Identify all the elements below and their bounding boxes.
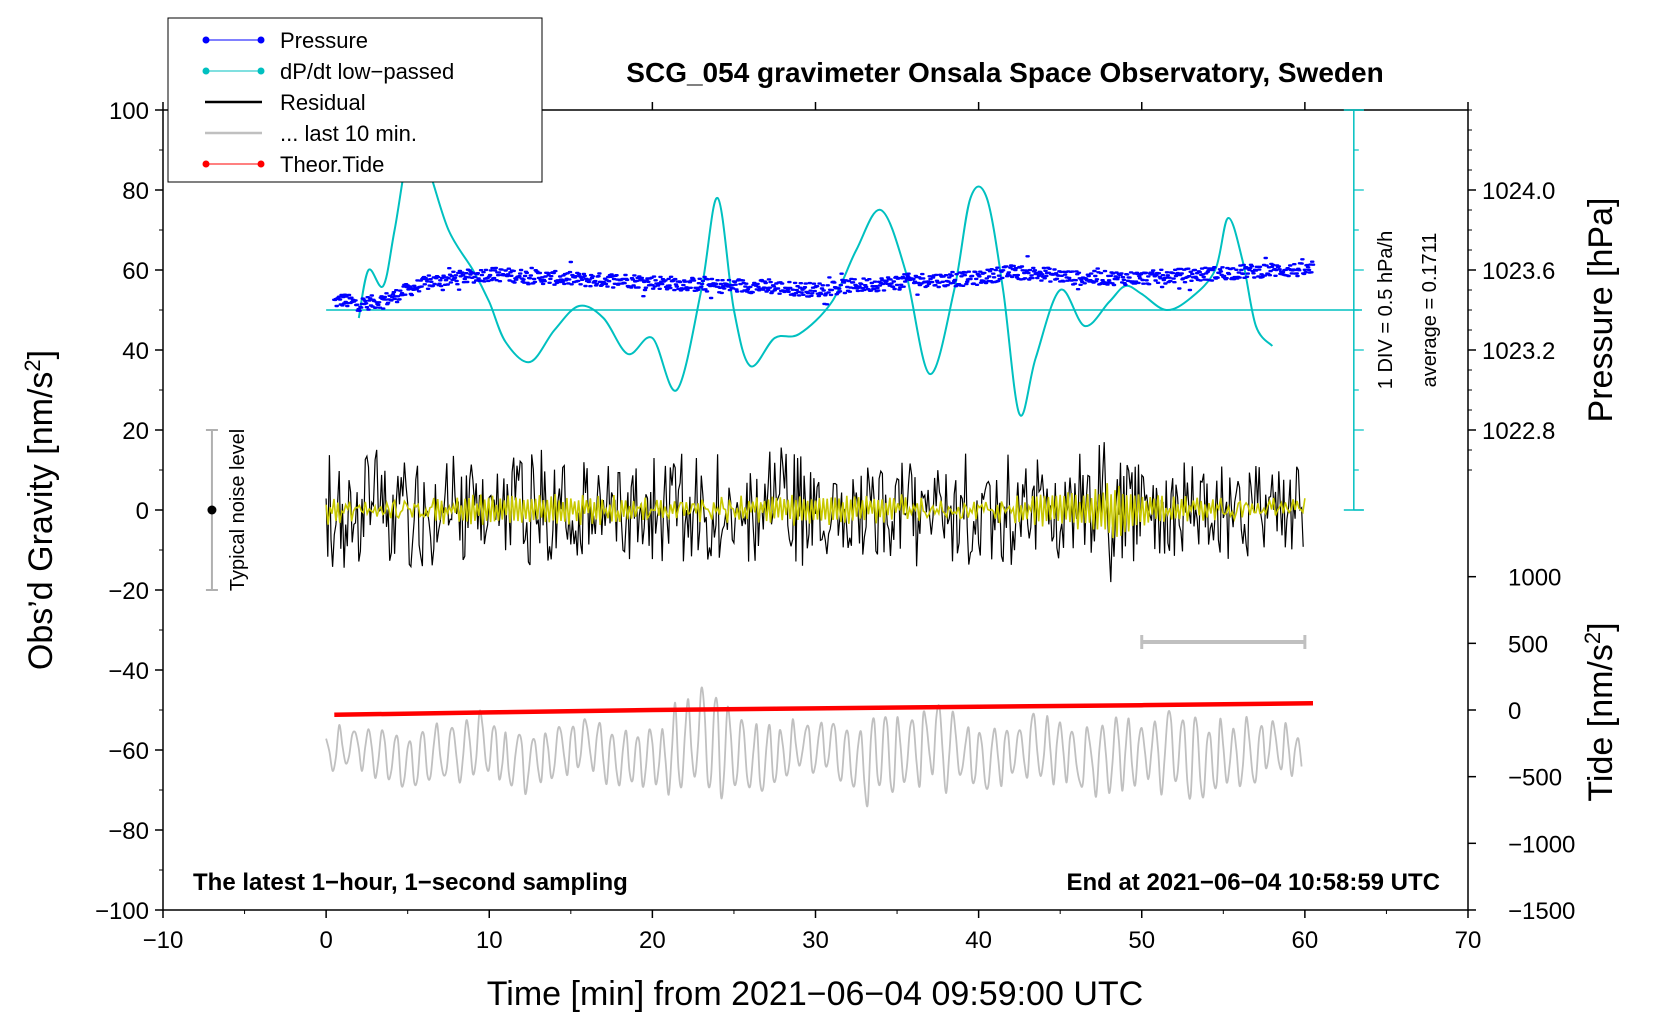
tide-title-end: ] — [1582, 622, 1620, 631]
legend-marker — [257, 67, 265, 75]
svg-text:Obs’d Gravity [nm/s2]: Obs’d Gravity [nm/s2] — [20, 350, 61, 670]
legend-items: Pressure dP/dt low−passed Residual ... last… — [202, 28, 454, 177]
noise-center-dot — [207, 505, 217, 515]
tide-layer — [334, 700, 1314, 718]
svg-text:1 DIV = 0.5 hPa/h: 1 DIV = 0.5 hPa/h — [1375, 231, 1397, 389]
legend-label: Residual — [280, 90, 366, 115]
svg-text:Typical noise level: Typical noise level — [227, 429, 249, 591]
div-label: 1 DIV = 0.5 hPa/h — [1375, 231, 1397, 389]
y-axis-tide: −1500 −1000 −500 0 500 1000 — [1468, 565, 1575, 925]
chart-title: SCG_054 gravimeter Onsala Space Observat… — [626, 57, 1383, 88]
legend-marker — [257, 160, 265, 168]
tide-title-main: Tide [nm/s — [1582, 644, 1620, 801]
end-time-note: End at 2021−06−04 10:58:59 UTC — [1066, 869, 1440, 896]
svg-text:Tide [nm/s2]: Tide [nm/s2] — [1580, 622, 1621, 801]
legend-label: ... last 10 min. — [280, 121, 417, 146]
x-tick-label: 30 — [802, 927, 829, 954]
y-left-title-main: Obs’d Gravity [nm/s — [22, 372, 60, 671]
legend-marker — [202, 160, 210, 168]
y-tick-label: 100 — [109, 98, 149, 125]
x-tick-label: 10 — [476, 927, 503, 954]
y-tick-label: −60 — [108, 738, 149, 765]
legend-label: Pressure — [280, 28, 368, 53]
legend-marker — [202, 36, 210, 44]
residual-lowpass-line — [325, 483, 1306, 539]
y-tick-label: 20 — [122, 418, 149, 445]
y-tick-label: 0 — [136, 498, 149, 525]
x-tick-label: 0 — [319, 927, 332, 954]
legend: Pressure dP/dt low−passed Residual ... last… — [167, 17, 543, 183]
y-tick-label: 40 — [122, 338, 149, 365]
legend-label: dP/dt low−passed — [280, 59, 454, 84]
legend-marker — [202, 67, 210, 75]
pressure-tick-label: 1023.6 — [1482, 258, 1555, 285]
y-tick-label: 80 — [122, 178, 149, 205]
y-left-title-sup: 2 — [20, 359, 45, 371]
pressure-layer — [332, 255, 1316, 312]
average-label: average = 0.1711 — [1419, 233, 1441, 388]
last10-layer — [325, 686, 1303, 808]
svg-text:Pressure [hPa]: Pressure [hPa] — [1582, 198, 1620, 423]
y-axis-left-title: Obs’d Gravity [nm/s2] — [20, 350, 61, 670]
y-tick-label: −80 — [108, 818, 149, 845]
annotation-marks — [205, 429, 1307, 649]
legend-label: Theor.Tide — [280, 152, 384, 177]
tide-line — [334, 700, 1314, 718]
x-axis: −10 0 10 20 30 40 50 60 70 — [143, 102, 1482, 954]
y-axis-tide-title: Tide [nm/s2] — [1580, 622, 1621, 801]
x-tick-label: 50 — [1128, 927, 1155, 954]
y-left-title-end: ] — [22, 350, 60, 359]
tide-tick-label: −500 — [1508, 765, 1562, 792]
x-tick-label: 70 — [1455, 927, 1482, 954]
sampling-note: The latest 1−hour, 1−second sampling — [193, 869, 628, 896]
tide-tick-label: −1500 — [1508, 898, 1575, 925]
residual-lowpass-layer — [325, 483, 1306, 539]
y-tick-label: −100 — [95, 898, 149, 925]
tide-tick-label: 0 — [1508, 698, 1521, 725]
noise-label: Typical noise level — [227, 429, 249, 591]
tide-tick-label: 500 — [1508, 631, 1548, 658]
x-tick-label: 60 — [1292, 927, 1319, 954]
pressure-tick-label: 1024.0 — [1482, 178, 1555, 205]
legend-marker — [257, 36, 265, 44]
pressure-points — [332, 255, 1316, 312]
y-tick-label: −40 — [108, 658, 149, 685]
pressure-tick-label: 1022.8 — [1482, 418, 1555, 445]
pressure-tick-label: 1023.2 — [1482, 338, 1555, 365]
last10-line — [325, 686, 1303, 808]
x-tick-label: −10 — [143, 927, 184, 954]
x-tick-label: 20 — [639, 927, 666, 954]
tide-tick-label: −1000 — [1508, 831, 1575, 858]
x-tick-label: 40 — [965, 927, 992, 954]
svg-text:average = 0.1711: average = 0.1711 — [1419, 233, 1441, 388]
tide-title-sup: 2 — [1580, 632, 1605, 644]
x-axis-title: Time [min] from 2021−06−04 09:59:00 UTC — [487, 975, 1143, 1013]
y-tick-label: 60 — [122, 258, 149, 285]
y-axis-pressure-title: Pressure [hPa] — [1582, 198, 1620, 423]
y-axis-pressure: 1022.8 1023.2 1023.6 1024.0 — [1468, 109, 1555, 471]
y-tick-label: −20 — [108, 578, 149, 605]
legend-box — [167, 17, 543, 183]
tide-tick-label: 1000 — [1508, 565, 1561, 592]
y-axis-left: −100 −80 −60 −40 −20 0 20 40 60 80 100 — [95, 98, 163, 925]
